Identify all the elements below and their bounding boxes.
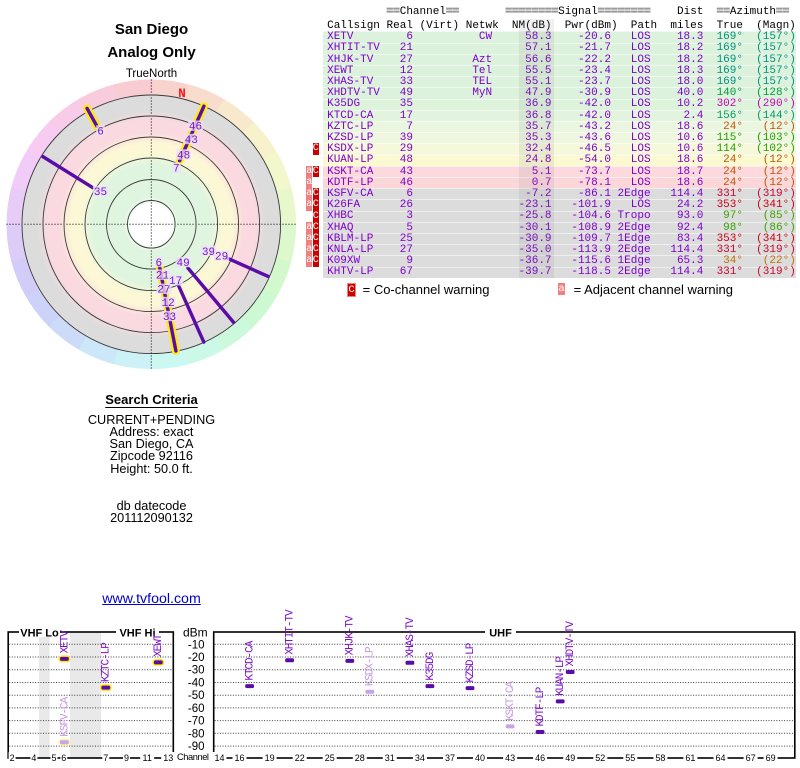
svg-text:40: 40 <box>475 753 485 763</box>
svg-text:55: 55 <box>625 753 635 763</box>
svg-text:48: 48 <box>177 150 190 162</box>
svg-text:6: 6 <box>155 258 162 270</box>
svg-text:KSFV-CA: KSFV-CA <box>59 696 71 736</box>
svg-text:12: 12 <box>161 298 174 310</box>
svg-text:KUAN-LP: KUAN-LP <box>555 656 567 696</box>
svg-text:7: 7 <box>103 753 108 763</box>
svg-text:KSDX-LP: KSDX-LP <box>365 646 377 686</box>
svg-text:5: 5 <box>51 753 56 763</box>
svg-text:28: 28 <box>355 753 365 763</box>
svg-text:XHJK-TV: XHJK-TV <box>345 615 357 655</box>
svg-text:52: 52 <box>595 753 605 763</box>
svg-text:Channel: Channel <box>177 752 209 762</box>
svg-text:-60: -60 <box>188 703 205 715</box>
svg-text:31: 31 <box>385 753 395 763</box>
svg-text:XETV: XETV <box>59 630 71 654</box>
svg-text:13: 13 <box>163 753 173 763</box>
svg-text:58: 58 <box>655 753 665 763</box>
svg-text:64: 64 <box>715 753 725 763</box>
svg-text:33: 33 <box>163 312 176 324</box>
svg-text:49: 49 <box>565 753 575 763</box>
svg-text:XHDTV-TV: XHDTV-TV <box>565 621 577 667</box>
svg-text:27: 27 <box>157 285 170 297</box>
svg-text:-70: -70 <box>188 716 205 728</box>
svg-text:-50: -50 <box>188 690 205 702</box>
svg-text:29: 29 <box>215 251 228 263</box>
svg-text:37: 37 <box>445 753 455 763</box>
svg-text:6: 6 <box>61 753 66 763</box>
svg-text:14: 14 <box>214 753 224 763</box>
svg-text:34: 34 <box>415 753 425 763</box>
svg-text:21: 21 <box>156 271 170 283</box>
svg-text:-20: -20 <box>188 652 205 664</box>
svg-text:XHAS-TV: XHAS-TV <box>405 617 417 657</box>
svg-text:K35DG: K35DG <box>425 652 437 680</box>
svg-text:22: 22 <box>295 753 305 763</box>
svg-text:69: 69 <box>766 753 776 763</box>
svg-text:7: 7 <box>173 163 180 175</box>
svg-text:KZTC-LP: KZTC-LP <box>101 642 113 682</box>
svg-text:KSKT-CA: KSKT-CA <box>505 681 517 721</box>
svg-text:9: 9 <box>124 753 129 763</box>
svg-text:11: 11 <box>143 753 152 763</box>
svg-text:KTCD-CA: KTCD-CA <box>245 640 257 680</box>
svg-text:46: 46 <box>189 122 202 134</box>
svg-text:XHTIT-TV: XHTIT-TV <box>285 609 297 655</box>
svg-text:4: 4 <box>31 753 36 763</box>
svg-text:43: 43 <box>505 753 515 763</box>
svg-text:VHF Lo: VHF Lo <box>20 628 59 640</box>
svg-text:67: 67 <box>746 753 756 763</box>
svg-text:UHF: UHF <box>489 628 512 640</box>
svg-text:-30: -30 <box>188 665 205 677</box>
svg-text:17: 17 <box>169 276 182 288</box>
svg-text:-40: -40 <box>188 678 205 690</box>
svg-text:KZSD-LP: KZSD-LP <box>465 642 477 682</box>
svg-text:-90: -90 <box>188 741 205 753</box>
svg-text:6: 6 <box>97 126 104 138</box>
svg-text:46: 46 <box>535 753 545 763</box>
svg-text:43: 43 <box>185 135 198 147</box>
svg-text:VHF Hi: VHF Hi <box>119 628 155 640</box>
svg-text:N: N <box>178 87 186 101</box>
svg-text:61: 61 <box>685 753 695 763</box>
svg-text:35: 35 <box>94 187 107 199</box>
svg-text:dBm: dBm <box>183 626 208 640</box>
svg-text:49: 49 <box>176 258 189 270</box>
svg-text:39: 39 <box>202 247 215 259</box>
svg-text:19: 19 <box>265 753 275 763</box>
svg-text:25: 25 <box>325 753 335 763</box>
svg-text:KDTF-LP: KDTF-LP <box>535 686 547 726</box>
svg-text:2: 2 <box>10 753 15 763</box>
svg-text:16: 16 <box>234 753 244 763</box>
svg-text:-10: -10 <box>188 639 205 651</box>
svg-text:-80: -80 <box>188 728 205 740</box>
svg-text:XEWT: XEWT <box>153 633 165 657</box>
